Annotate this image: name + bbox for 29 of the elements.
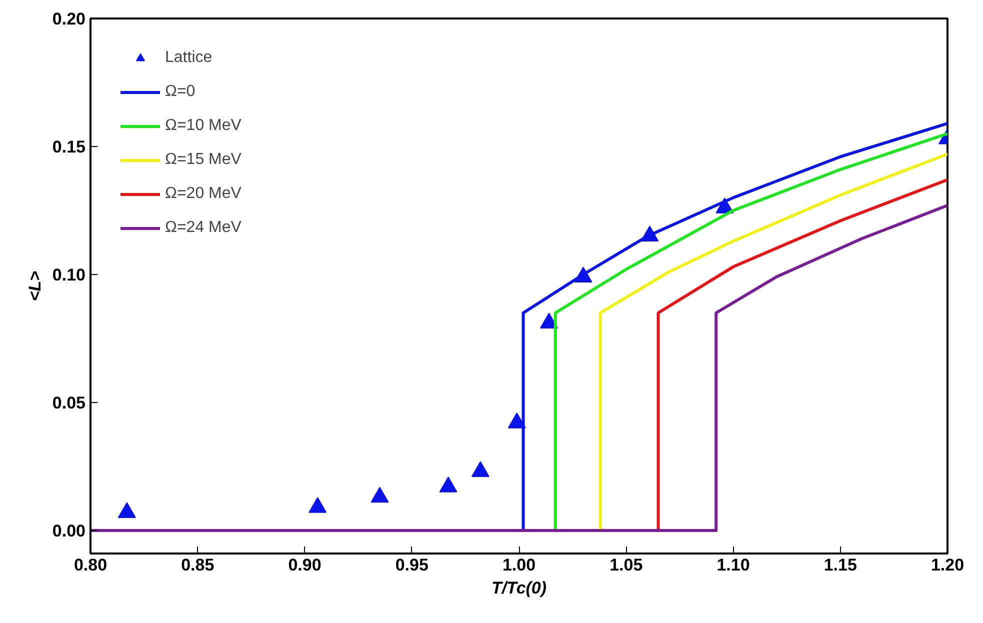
x-tick-label: 1.15 xyxy=(824,556,857,574)
legend-label: Ω=20 MeV xyxy=(165,185,242,203)
x-tick-label: 0.95 xyxy=(395,556,428,574)
point xyxy=(439,476,458,492)
y-tick-label: 0.20 xyxy=(52,10,86,28)
y-tick-label: 0.05 xyxy=(52,393,86,412)
legend-label: Ω=15 MeV xyxy=(165,151,242,169)
x-tick-label: 1.00 xyxy=(502,556,536,574)
legend-label: Lattice xyxy=(165,49,212,67)
x-tick-label: 1.10 xyxy=(716,556,750,574)
point xyxy=(308,497,327,513)
x-tick-label: 1.05 xyxy=(610,556,643,574)
y-axis-title: <L> xyxy=(25,270,44,302)
y-tick-label: 0.15 xyxy=(52,137,86,156)
point xyxy=(370,486,389,503)
x-axis-title: T/Tc(0) xyxy=(491,578,547,598)
legend-label: Ω=0 xyxy=(165,83,196,101)
legend-label: Ω=24 MeV xyxy=(165,219,242,237)
point xyxy=(118,502,136,518)
point xyxy=(540,312,558,329)
point xyxy=(508,412,526,428)
x-tick-label: 0.85 xyxy=(181,556,214,574)
x-tick-label: 1.20 xyxy=(930,556,964,574)
legend-label: Ω=10 MeV xyxy=(165,117,242,135)
y-tick-label: 0.10 xyxy=(52,265,86,284)
x-tick-label: 0.90 xyxy=(288,556,322,574)
x-tick-label: 0.80 xyxy=(74,556,108,574)
y-tick-label: 0.00 xyxy=(52,521,86,540)
point xyxy=(471,461,490,477)
